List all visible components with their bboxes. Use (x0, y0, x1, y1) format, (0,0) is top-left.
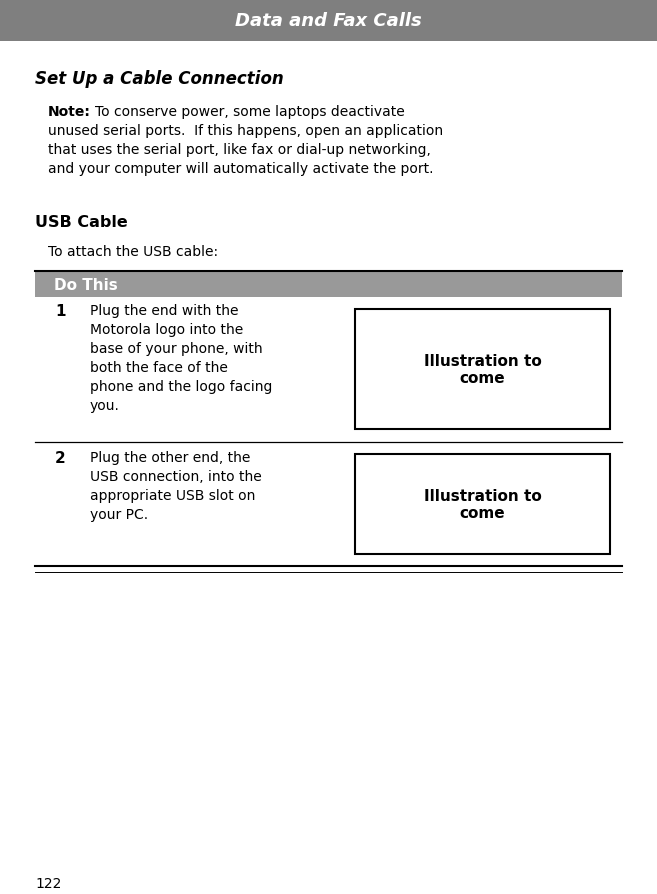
Text: To attach the USB cable:: To attach the USB cable: (48, 245, 218, 258)
Text: 122: 122 (35, 876, 61, 890)
Text: Illustration to
come: Illustration to come (424, 353, 541, 386)
Bar (355, 454, 610, 554)
Text: both the face of the: both the face of the (90, 360, 228, 375)
Text: phone and the logo facing: phone and the logo facing (90, 380, 273, 393)
Bar (355, 309, 610, 429)
Text: appropriate USB slot on: appropriate USB slot on (90, 488, 256, 502)
Text: 2: 2 (55, 451, 66, 466)
Text: USB connection, into the: USB connection, into the (90, 469, 261, 484)
Text: Data and Fax Calls: Data and Fax Calls (235, 12, 422, 30)
Text: Motorola logo into the: Motorola logo into the (90, 323, 243, 337)
Text: base of your phone, with: base of your phone, with (90, 342, 263, 356)
Bar (0, 0, 657, 42)
Text: USB Cable: USB Cable (35, 215, 127, 230)
Text: you.: you. (90, 399, 120, 412)
Bar (35, 272, 622, 298)
Text: Illustration to
come: Illustration to come (424, 488, 541, 520)
Text: Set Up a Cable Connection: Set Up a Cable Connection (35, 70, 284, 88)
Text: Plug the end with the: Plug the end with the (90, 304, 238, 317)
Text: 1: 1 (55, 304, 66, 318)
Text: Do This: Do This (54, 277, 118, 292)
Text: and your computer will automatically activate the port.: and your computer will automatically act… (48, 162, 434, 176)
Text: your PC.: your PC. (90, 508, 148, 521)
Text: Note:: Note: (48, 105, 91, 119)
Text: Plug the other end, the: Plug the other end, the (90, 451, 250, 465)
Text: that uses the serial port, like fax or dial-up networking,: that uses the serial port, like fax or d… (48, 143, 431, 156)
Text: To conserve power, some laptops deactivate: To conserve power, some laptops deactiva… (95, 105, 405, 119)
Text: unused serial ports.  If this happens, open an application: unused serial ports. If this happens, op… (48, 124, 443, 138)
